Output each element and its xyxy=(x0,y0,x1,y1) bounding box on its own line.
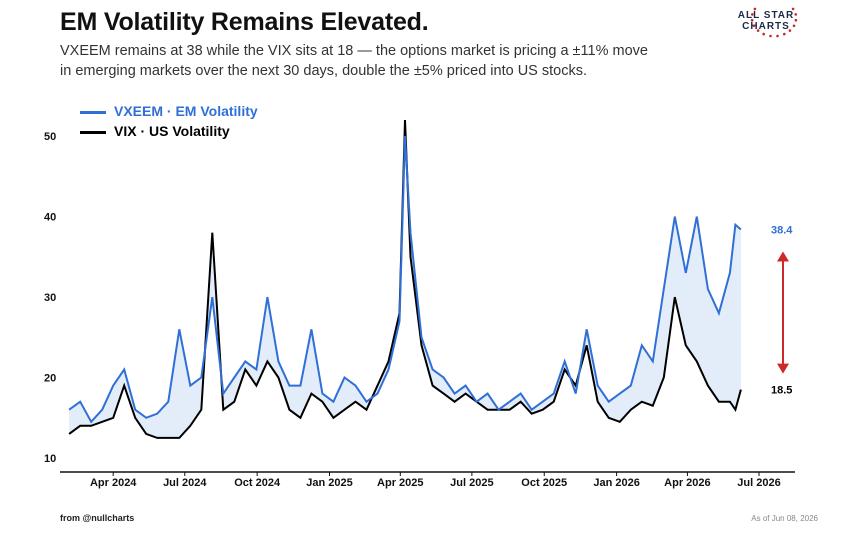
logo-star-dot xyxy=(794,18,798,22)
logo-star-dot xyxy=(756,29,760,32)
logo-star-dot xyxy=(762,32,765,36)
page-subtitle: VXEEM remains at 38 while the VIX sits a… xyxy=(60,43,648,79)
legend-label-vxeem: VXEEM · EM Volatility xyxy=(114,103,258,119)
logo-star-dot xyxy=(794,13,797,16)
logo-star-dot xyxy=(752,24,756,28)
logo-star-dot xyxy=(751,13,754,16)
x-tick-label: Oct 2025 xyxy=(521,477,567,489)
vix-last-value-label: 18.5 xyxy=(771,385,792,397)
x-tick-label: Jul 2026 xyxy=(737,477,780,489)
y-tick-label: 40 xyxy=(44,212,56,224)
x-tick-label: Jan 2025 xyxy=(306,477,352,489)
brand-logo: ALL STAR CHARTS xyxy=(734,0,814,40)
page-title: EM Volatility Remains Elevated. xyxy=(60,8,429,36)
logo-star-dot xyxy=(769,34,772,38)
logo-star-dot xyxy=(783,32,786,36)
logo-star-dot xyxy=(776,34,779,38)
logo-star-dot xyxy=(753,7,757,11)
x-tick-label: Apr 2024 xyxy=(90,477,137,489)
vxeem-series-line xyxy=(68,136,742,424)
y-tick-label: 50 xyxy=(44,131,56,143)
x-tick-label: Oct 2024 xyxy=(234,477,281,489)
arrow-head-down-icon xyxy=(777,363,789,374)
logo-star-ring-icon xyxy=(750,7,798,38)
x-tick-label: Apr 2026 xyxy=(664,477,710,489)
legend-swatch-vxeem xyxy=(80,111,106,114)
logo-star-dot xyxy=(788,29,792,32)
spread-arrow xyxy=(777,251,789,374)
vxeem-last-value-label: 38.4 xyxy=(771,224,793,236)
logo-star-dot xyxy=(792,24,796,28)
legend-swatch-vix xyxy=(80,131,106,134)
source-credit: from @nullcharts xyxy=(60,513,135,523)
as-of-date: As of Jun 08, 2026 xyxy=(751,514,818,523)
x-tick-label: Jul 2024 xyxy=(163,477,207,489)
logo-line1: ALL STAR xyxy=(737,10,795,21)
legend-label-vix: VIX · US Volatility xyxy=(114,123,230,139)
logo-star-dot xyxy=(791,7,795,11)
x-tick-label: Jul 2025 xyxy=(450,477,493,489)
y-tick-label: 10 xyxy=(44,453,56,465)
logo-line2: CHARTS xyxy=(742,21,790,32)
x-tick-label: Jan 2026 xyxy=(593,477,639,489)
y-tick-label: 20 xyxy=(44,373,56,385)
x-tick-label: Apr 2025 xyxy=(377,477,423,489)
logo-star-dot xyxy=(750,18,754,22)
y-tick-label: 30 xyxy=(44,292,56,304)
arrow-head-up-icon xyxy=(777,251,789,262)
